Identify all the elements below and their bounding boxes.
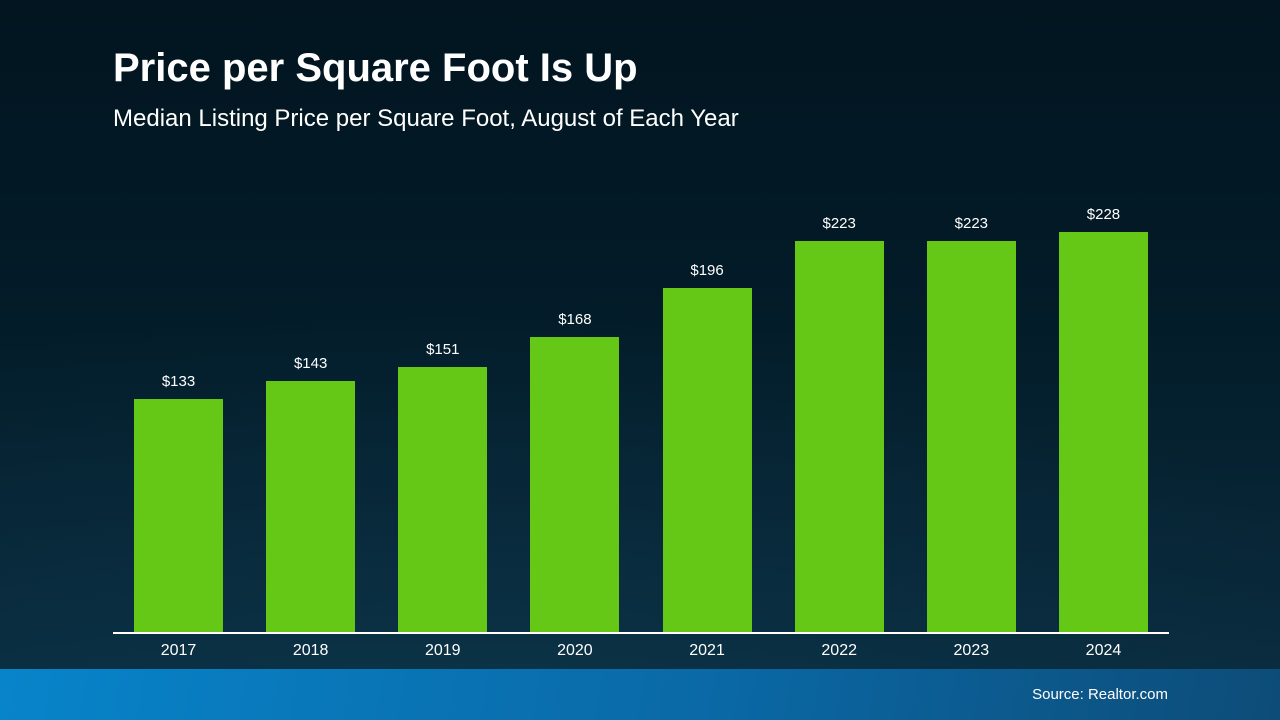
bar-column: $143 2018 — [266, 180, 356, 669]
bar — [926, 240, 1016, 632]
footer-bar: Source: Realtor.com — [0, 669, 1280, 720]
bar — [662, 288, 752, 632]
bar-column: $133 2017 — [134, 180, 223, 669]
x-tick-label: 2019 — [424, 642, 461, 659]
bar-value-label: $228 — [1086, 206, 1121, 223]
bar-column: $223 2023 — [926, 180, 1016, 669]
bar-value-label: $223 — [954, 214, 989, 232]
bar — [266, 381, 356, 632]
bar-value-label: $133 — [161, 372, 196, 390]
bar-column: $223 2022 — [794, 180, 884, 669]
x-tick-label: 2023 — [953, 642, 990, 659]
bar — [530, 337, 620, 632]
bar-value-label: $223 — [822, 214, 856, 232]
bar — [134, 398, 223, 632]
bar — [398, 367, 488, 632]
x-axis-line — [113, 632, 1169, 634]
x-tick-label: 2020 — [557, 642, 593, 659]
bar-column: $196 2021 — [662, 180, 752, 669]
bar — [1058, 232, 1148, 632]
x-tick-label: 2017 — [160, 642, 197, 659]
x-tick-label: 2022 — [821, 642, 857, 659]
x-tick-label: 2021 — [689, 642, 725, 659]
plot-area: $133 2017 $143 2018 $151 2019 $168 2020 $196 2021… — [113, 180, 1169, 669]
x-tick-label: 2018 — [292, 642, 329, 659]
bar-column: $228 2024 — [1058, 180, 1148, 669]
bar — [794, 240, 884, 632]
source-credit: Source: Realtor.com — [1032, 686, 1168, 703]
x-tick-label: 2024 — [1085, 642, 1122, 659]
bar-value-label: $168 — [558, 311, 592, 329]
page-subtitle: Median Listing Price per Square Foot, Au… — [113, 105, 739, 132]
bar-value-label: $143 — [293, 355, 328, 373]
bar-value-label: $196 — [690, 262, 724, 280]
page-title: Price per Square Foot Is Up — [113, 46, 638, 90]
bar-value-label: $151 — [426, 341, 460, 359]
bar-column: $151 2019 — [398, 180, 488, 669]
bar-column: $168 2020 — [530, 180, 620, 669]
